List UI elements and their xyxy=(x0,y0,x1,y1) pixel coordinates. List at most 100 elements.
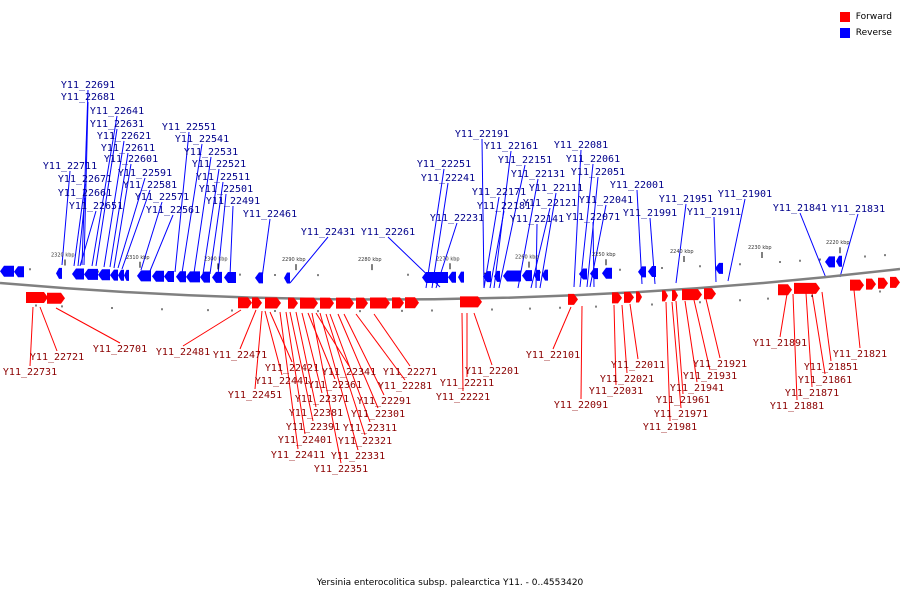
reverse-label-connector xyxy=(109,152,129,268)
forward-gene-label: Y11_22271 xyxy=(383,367,437,378)
reverse-gene-arrow xyxy=(164,270,174,282)
gene-labels: Y11_22691Y11_22681Y11_22641Y11_22631Y11_… xyxy=(3,80,887,475)
forward-gene-label: Y11_22091 xyxy=(554,400,608,411)
forward-gene-label: Y11_22371 xyxy=(295,394,349,405)
reverse-gene-label: Y11_22001 xyxy=(610,180,664,191)
forward-gene-label: Y11_22721 xyxy=(30,352,84,363)
reverse-gene-arrow xyxy=(483,271,491,283)
forward-label-connector xyxy=(264,310,283,376)
forward-gene-label: Y11_22481 xyxy=(156,347,210,358)
reverse-label-connector xyxy=(113,163,132,269)
forward-label-connector xyxy=(343,313,385,396)
forward-label-connector xyxy=(325,313,366,436)
reverse-label-connector xyxy=(839,213,859,278)
forward-gene-label: Y11_22341 xyxy=(322,367,376,378)
reverse-gene-label: Y11_22151 xyxy=(498,155,552,166)
reverse-gene-label: Y11_22681 xyxy=(61,92,115,103)
reverse-label-connector xyxy=(91,115,118,267)
reverse-label-connector xyxy=(217,193,227,276)
reverse-gene-arrow xyxy=(72,268,84,280)
reverse-gene-label: Y11_22501 xyxy=(199,184,253,195)
reverse-gene-label: Y11_22571 xyxy=(135,192,189,203)
forward-label-connector xyxy=(355,313,406,381)
forward-gene-label: Y11_22411 xyxy=(271,450,325,461)
forward-label-connector xyxy=(289,311,314,422)
reverse-gene-label: Y11_22521 xyxy=(192,159,246,170)
reverse-gene-label: Y11_22431 xyxy=(301,227,355,238)
kbp-label: 2250 kbp xyxy=(592,252,616,258)
reverse-gene-label: Y11_21901 xyxy=(718,189,772,200)
reverse-gene-label: Y11_22261 xyxy=(361,227,415,238)
forward-label-connector xyxy=(311,312,342,464)
reverse-gene-label: Y11_22631 xyxy=(90,119,144,130)
reverse-gene-label: Y11_21991 xyxy=(623,208,677,219)
reverse-gene-label: Y11_22051 xyxy=(571,167,625,178)
forward-gene-label: Y11_22331 xyxy=(331,451,385,462)
forward-label-connector xyxy=(337,313,379,409)
reverse-gene-arrow xyxy=(638,266,646,278)
reverse-label-connector xyxy=(81,89,89,266)
forward-gene-label: Y11_22421 xyxy=(265,363,319,374)
forward-gene-arrow xyxy=(612,292,622,304)
kbp-label: 2230 kbp xyxy=(748,245,772,251)
reverse-label-connector xyxy=(174,131,190,273)
reverse-gene-label: Y11_22231 xyxy=(430,213,484,224)
reverse-gene-arrow xyxy=(534,269,540,281)
reverse-label-connector xyxy=(799,212,827,279)
forward-label-connector xyxy=(254,310,263,390)
forward-gene-arrow xyxy=(662,290,668,302)
reverse-label-connector xyxy=(103,140,125,268)
reverse-label-connector xyxy=(489,210,505,289)
reverse-label-connector xyxy=(498,164,526,289)
reverse-gene-arrow xyxy=(458,271,464,283)
reverse-label-connector xyxy=(83,101,89,266)
reverse-label-connector xyxy=(181,143,203,274)
forward-gene-label: Y11_22351 xyxy=(314,464,368,475)
reverse-gene-arrow xyxy=(579,268,587,280)
forward-label-connector xyxy=(805,292,813,388)
forward-gene-arrow xyxy=(878,277,888,289)
connector-lines xyxy=(29,89,861,464)
forward-label-connector xyxy=(239,309,257,350)
strand-legend: Forward Reverse xyxy=(839,9,892,41)
forward-gene-arrow xyxy=(794,282,820,294)
reverse-gene-arrow xyxy=(176,271,186,283)
genome-backbone xyxy=(0,267,900,301)
reverse-gene-arrow xyxy=(448,271,456,283)
reverse-label-connector xyxy=(289,236,329,284)
reverse-gene-label: Y11_22541 xyxy=(175,134,229,145)
forward-label-connector xyxy=(792,293,798,401)
forward-gene-label: Y11_22221 xyxy=(436,392,490,403)
forward-gene-arrow xyxy=(778,284,792,296)
reverse-label-connector xyxy=(675,203,687,284)
forward-label-connector xyxy=(693,299,711,371)
legend-forward-label: Forward xyxy=(855,12,892,22)
reverse-label-connector xyxy=(140,201,163,271)
forward-gene-arrow xyxy=(300,297,318,309)
reverse-gene-arrow xyxy=(503,270,521,282)
forward-gene-arrow xyxy=(47,292,65,304)
tick-marks xyxy=(29,247,886,313)
reverse-gene-arrow xyxy=(14,266,24,278)
forward-gene-label: Y11_22301 xyxy=(351,409,405,420)
reverse-gene-arrow xyxy=(0,265,14,277)
reverse-gene-label: Y11_22621 xyxy=(97,131,151,142)
forward-label-connector xyxy=(301,312,323,394)
forward-label-connector xyxy=(29,306,34,367)
forward-label-connector xyxy=(315,312,350,367)
reverse-gene-arrow xyxy=(84,268,98,280)
reverse-label-connector xyxy=(209,181,224,275)
forward-gene-arrow xyxy=(238,297,252,309)
reverse-gene-label: Y11_22671 xyxy=(58,174,112,185)
kbp-label: 2320 kbp xyxy=(51,253,75,259)
forward-label-connector xyxy=(665,301,671,422)
reverse-label-connector xyxy=(193,156,212,274)
reverse-label-connector xyxy=(539,192,557,289)
forward-gene-arrow xyxy=(624,291,634,303)
forward-label-connector xyxy=(629,303,639,360)
reverse-gene-arrow xyxy=(152,270,164,282)
reverse-gene-label: Y11_22511 xyxy=(196,172,250,183)
forward-gene-arrow xyxy=(370,297,390,309)
forward-gene-label: Y11_21871 xyxy=(785,388,839,399)
